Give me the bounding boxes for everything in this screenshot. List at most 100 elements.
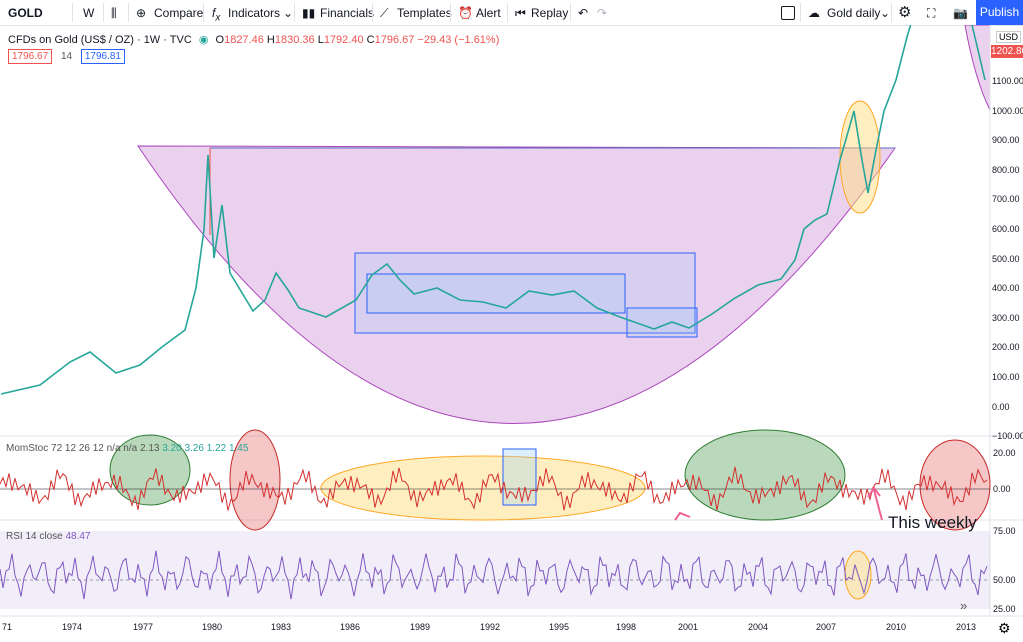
symbol[interactable]: GOLD [8,6,43,20]
axis-label: 0.00 [992,401,1010,412]
axis-label: 1989 [410,622,431,632]
axis-label: 900.00 [992,135,1020,146]
ohlc-value: 1796.67 [374,34,415,46]
momentum-box [502,448,537,506]
momentum-ellipse [320,455,646,521]
axis-label: 2010 [886,622,907,632]
axis-label: 1974 [62,622,83,632]
cloud-icon: ☁ [808,6,820,20]
dropdown[interactable]: ⌄ [283,6,294,20]
axis-label: 71 [2,622,13,632]
axis-label: 100.00 [992,372,1020,382]
axis-label: 2004 [748,622,769,632]
alert-icon: ⏰ [458,6,473,20]
axis-label: 400.00 [992,283,1020,294]
mom-values: 3.20 3.26 1.22 1.45 [162,443,249,454]
ohlc-label: L [317,34,324,46]
momentum-ellipse [109,434,191,506]
annotation: This weekly [888,513,977,532]
input-box[interactable]: 1796.81 [80,49,125,64]
axis-label: 75.00 [993,526,1016,536]
inputs: 1796.67 14 1796.81 [8,49,125,64]
price-line [0,25,912,395]
price-line [971,25,986,81]
input-text: 14 [60,51,73,62]
axis-label: 300.00 [992,312,1020,323]
axis-label: 1977 [133,622,154,632]
arrow [674,511,691,521]
toolbar-button[interactable]: Templates [397,6,452,20]
indicators-icon: fx [212,6,221,24]
axis-label: 0.00 [993,484,1011,494]
toolbar-button[interactable]: Alert [476,6,501,20]
scroll-right[interactable]: » [960,598,968,613]
axis-label: 700.00 [992,194,1020,205]
ohlc-label: O [215,34,225,46]
axis-label: 1998 [616,622,637,632]
range-box [366,273,626,314]
axis-label: 2013 [956,622,977,632]
axis-label: 20.00 [993,448,1016,458]
axis-label: 800.00 [992,164,1020,175]
axis-label: 1980 [202,622,223,632]
currency[interactable]: USD [996,31,1022,43]
arrow [867,486,883,521]
ohlc-value: 1792.40 [323,34,364,46]
publish-button[interactable]: Publish [976,0,1023,25]
axis-label: 1983 [271,622,292,632]
ohlc-value: 1827.46 [224,34,264,46]
rsi-legend: RSI 14 close 48.47 [6,531,91,542]
momentum-line [0,466,988,511]
settings[interactable]: ⚙ [998,620,1011,636]
symbol-title: CFDs on Gold (US$ / OZ) · 1W · TVC [8,34,192,46]
toolbar-button[interactable]: Replay [531,6,569,20]
templates-icon: ⟋ [380,6,389,20]
axis-label: 50.00 [993,575,1016,585]
range-box [626,307,698,338]
axis-label: −100.00 [992,431,1023,442]
mom-legend: MomStoc 72 12 26 12 n/a n/a 2.13 3.20 3.… [6,443,248,454]
mom-title: MomStoc 72 12 26 12 n/a n/a 2.13 [6,443,160,454]
chart-type[interactable]: ⫼ [111,6,117,20]
axis-label: 25.00 [993,604,1016,614]
ohlc-label: C [366,34,375,46]
snapshot[interactable]: 📷 [953,6,968,20]
momentum-ellipse [684,429,846,521]
cup-drawing [964,25,991,111]
rsi-band [0,531,990,609]
axis-label: 1000.00 [992,105,1023,116]
fullscreen-toggle[interactable] [781,6,795,20]
axis-label: 1100.00 [992,76,1023,86]
axis-label: 600.00 [992,224,1020,234]
axis-label: 2001 [678,622,699,632]
axis-label: 1992 [480,622,501,632]
toolbar-button[interactable]: Indicators [228,6,281,20]
layout-name[interactable]: Gold daily [827,6,881,20]
axis-label: 200.00 [992,342,1020,353]
toolbar-button[interactable]: Financials [320,6,375,20]
toolbar-button[interactable]: Compare [154,6,204,20]
axis-label: 2007 [816,622,837,632]
toolbar: GOLD W ⫼ ⊕ Compare fx Indicators ⌄ ▮▮ Fi… [0,0,1023,26]
rsi-value: 48.47 [65,531,91,542]
status-dot: ◉ [198,34,209,46]
axis-label: 500.00 [992,253,1020,264]
replay-icon: ⏮ [515,6,526,20]
dropdown[interactable]: ⌄ [880,6,891,20]
momentum-ellipse [229,429,281,531]
axis-label: 1986 [340,622,361,632]
axis-label: 1995 [549,622,570,632]
undo[interactable]: ↶ [578,6,589,20]
fullscreen[interactable]: ⛶ [927,6,936,20]
redo[interactable]: ↷ [597,6,608,20]
current-price: 1202.80 [991,45,1023,58]
input-box[interactable]: 1796.67 [8,49,53,64]
change: −29.43 (−1.61%) [417,34,500,46]
financials-icon: ▮▮ [302,6,316,20]
interval[interactable]: W [83,6,95,20]
rsi-line [0,550,988,600]
legend: CFDs on Gold (US$ / OZ) · 1W · TVC ◉ O18… [8,33,499,46]
settings[interactable]: ⚙ [898,4,912,21]
ohlc-value: 1830.36 [274,34,315,46]
